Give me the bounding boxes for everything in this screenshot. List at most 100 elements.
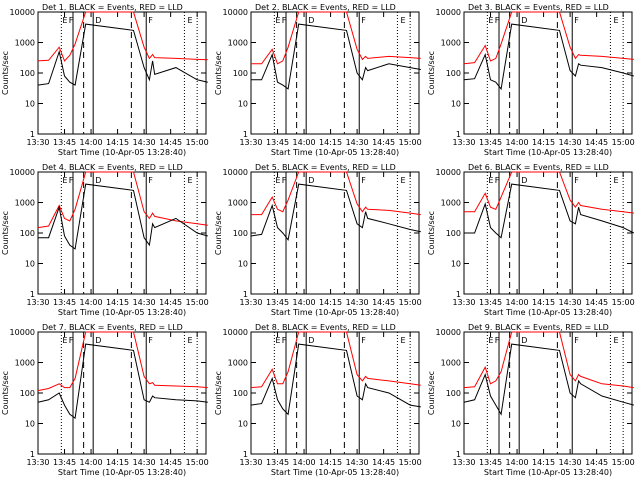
y-tick-label: 1 xyxy=(30,130,35,139)
marker-label: E xyxy=(401,336,406,345)
x-tick-label: 15:00 xyxy=(399,138,422,147)
x-tick-label: 14:30 xyxy=(559,298,582,307)
x-tick-label: 13:30 xyxy=(452,138,475,147)
y-tick-label: 100 xyxy=(20,69,35,78)
marker-label: E xyxy=(188,16,193,25)
marker-label: D xyxy=(521,336,527,345)
x-tick-label: 14:45 xyxy=(372,138,395,147)
y-tick-label: 10 xyxy=(238,260,248,269)
marker-label: E xyxy=(401,16,406,25)
x-tick-label: 13:45 xyxy=(266,458,289,467)
detector-panel: Det 3. BLACK = Events, RED = LLD 1 10 100 10… xyxy=(427,3,635,157)
x-tick-label: 14:45 xyxy=(159,298,182,307)
x-tick-label: 14:15 xyxy=(319,458,342,467)
detector-panel: Det 4. BLACK = Events, RED = LLD 1 10 100 10… xyxy=(1,163,209,317)
x-axis-label: Start Time (10-Apr-05 13:28:40) xyxy=(58,308,186,317)
detector-panel: Det 9. BLACK = Events, RED = LLD 1 10 100 10… xyxy=(427,323,635,477)
x-tick-label: 14:00 xyxy=(293,138,316,147)
y-tick-label: 1000 xyxy=(441,199,461,208)
events-series-line xyxy=(464,183,635,239)
x-tick-label: 13:30 xyxy=(26,458,49,467)
x-tick-label: 13:45 xyxy=(479,458,502,467)
y-tick-label: 10000 xyxy=(436,168,461,177)
marker-label: F xyxy=(574,336,579,345)
detector-panel: Det 1. BLACK = Events, RED = LLD 1 10 100 10… xyxy=(1,3,209,157)
events-series-line xyxy=(463,343,634,416)
marker-label: F xyxy=(495,176,500,185)
x-tick-label: 13:45 xyxy=(479,138,502,147)
y-tick-label: 10000 xyxy=(10,328,35,337)
y-tick-label: 10 xyxy=(451,420,461,429)
panel-title: Det 1. BLACK = Events, RED = LLD xyxy=(42,3,183,12)
y-tick-label: 1 xyxy=(243,290,248,299)
detector-panel: Det 6. BLACK = Events, RED = LLD 1 10 100 10… xyxy=(427,163,635,317)
y-tick-label: 1 xyxy=(243,450,248,459)
x-tick-label: 14:00 xyxy=(80,458,103,467)
marker-label: D xyxy=(95,176,101,185)
y-tick-label: 1 xyxy=(30,290,35,299)
detector-panel: Det 8. BLACK = Events, RED = LLD 1 10 100 10… xyxy=(214,323,422,477)
events-series-line xyxy=(37,23,208,86)
marker-label: F xyxy=(282,336,287,345)
y-tick-label: 1000 xyxy=(15,199,35,208)
panel-title: Det 5. BLACK = Events, RED = LLD xyxy=(255,163,396,172)
x-tick-label: 13:45 xyxy=(53,458,76,467)
x-tick-label: 15:00 xyxy=(399,298,422,307)
marker-label: E xyxy=(188,336,193,345)
panel-title: Det 7. BLACK = Events, RED = LLD xyxy=(42,323,183,332)
x-tick-label: 14:00 xyxy=(506,298,529,307)
y-tick-label: 100 xyxy=(20,229,35,238)
marker-label: E xyxy=(488,336,493,345)
y-tick-label: 1 xyxy=(243,130,248,139)
y-axis-label: Counts/sec xyxy=(214,371,223,415)
y-axis-label: Counts/sec xyxy=(427,51,436,95)
x-tick-label: 14:00 xyxy=(293,298,316,307)
marker-label: D xyxy=(308,16,314,25)
marker-label: D xyxy=(95,16,101,25)
marker-label: E xyxy=(275,16,280,25)
y-tick-label: 10000 xyxy=(10,168,35,177)
marker-label: E xyxy=(62,336,67,345)
lld-series-line xyxy=(251,171,421,216)
y-axis-label: Counts/sec xyxy=(1,371,10,415)
x-axis-label: Start Time (10-Apr-05 13:28:40) xyxy=(271,148,399,157)
marker-label: F xyxy=(69,336,74,345)
lld-series-line xyxy=(463,11,634,65)
plot-frame xyxy=(463,331,633,455)
y-axis-label: Counts/sec xyxy=(1,51,10,95)
y-tick-label: 1 xyxy=(456,450,461,459)
y-axis-label: Counts/sec xyxy=(427,371,436,415)
x-tick-label: 14:15 xyxy=(106,458,129,467)
marker-label: F xyxy=(282,16,287,25)
x-axis-label: Start Time (10-Apr-05 13:28:40) xyxy=(484,148,612,157)
x-tick-label: 14:30 xyxy=(346,298,369,307)
detector-panel: Det 5. BLACK = Events, RED = LLD 1 10 100 10… xyxy=(214,163,422,317)
marker-label: D xyxy=(521,176,527,185)
marker-label: F xyxy=(574,16,579,25)
x-tick-label: 14:15 xyxy=(319,298,342,307)
x-tick-label: 15:00 xyxy=(612,298,635,307)
marker-label: E xyxy=(275,176,280,185)
plot-frame xyxy=(37,11,207,135)
x-tick-label: 14:15 xyxy=(106,138,129,147)
marker-label: F xyxy=(574,176,579,185)
marker-label: E xyxy=(614,16,619,25)
marker-label: E xyxy=(62,16,67,25)
y-tick-label: 100 xyxy=(446,389,461,398)
plot-frame xyxy=(37,331,207,455)
x-axis-label: Start Time (10-Apr-05 13:28:40) xyxy=(271,468,399,477)
x-tick-label: 14:45 xyxy=(585,298,608,307)
x-axis-label: Start Time (10-Apr-05 13:28:40) xyxy=(58,468,186,477)
y-tick-label: 10000 xyxy=(223,328,248,337)
y-tick-label: 10 xyxy=(25,260,35,269)
y-tick-label: 10000 xyxy=(10,8,35,17)
y-tick-label: 1000 xyxy=(441,359,461,368)
marker-label: D xyxy=(308,176,314,185)
x-tick-label: 13:45 xyxy=(479,298,502,307)
marker-label: E xyxy=(275,336,280,345)
x-tick-label: 13:30 xyxy=(239,298,262,307)
x-tick-label: 14:15 xyxy=(106,298,129,307)
y-tick-label: 1000 xyxy=(441,39,461,48)
y-axis-label: Counts/sec xyxy=(427,211,436,255)
detector-panel: Det 2. BLACK = Events, RED = LLD 1 10 100 10… xyxy=(214,3,422,157)
